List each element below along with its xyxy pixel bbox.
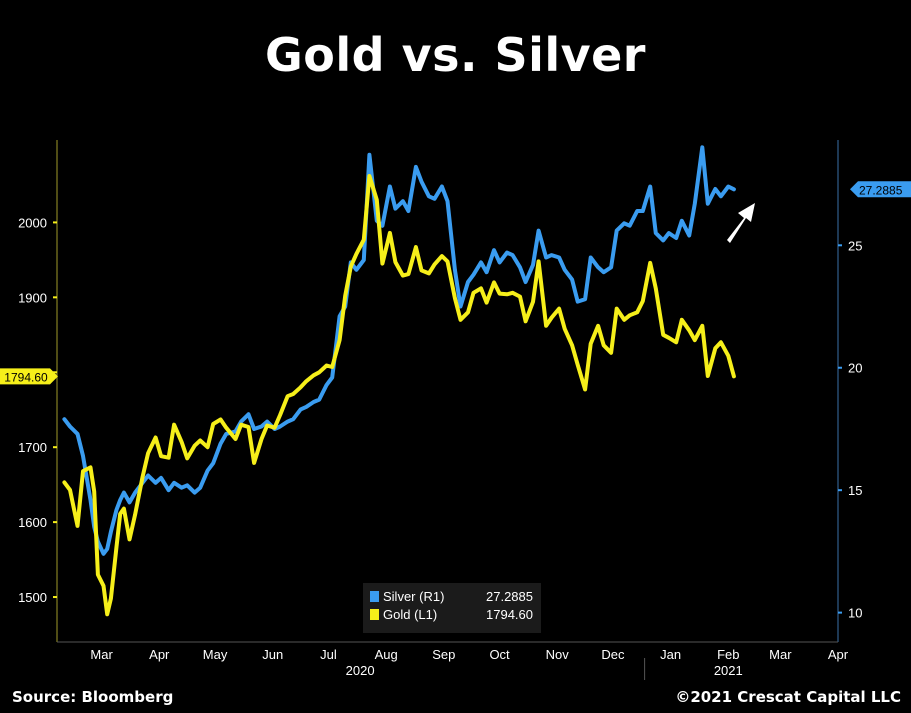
x-axis-month-label: Apr [149, 647, 170, 662]
gold-last-value-tag [0, 368, 58, 385]
x-axis-month-label: Mar [769, 647, 792, 662]
x-axis-month-label: May [203, 647, 228, 662]
x-axis-month-label: Mar [90, 647, 113, 662]
x-axis-month-label: Jun [262, 647, 283, 662]
legend-box [363, 583, 541, 633]
right-axis-tick-label: 20 [848, 361, 862, 376]
legend-series-value: 27.2885 [486, 589, 533, 604]
legend-swatch [370, 591, 379, 602]
silver-series-line [62, 145, 736, 556]
left-axis-tick-label: 1500 [18, 590, 47, 605]
x-axis-month-label: Apr [828, 647, 849, 662]
gold-series-line [62, 174, 736, 617]
left-axis-tick-label: 1600 [18, 515, 47, 530]
x-axis-month-label: Nov [546, 647, 570, 662]
gold-last-value-label: 1794.60 [4, 370, 48, 384]
right-axis-tick-label: 10 [848, 606, 862, 621]
x-axis-year-label: 2020 [346, 663, 375, 678]
legend-series-name: Gold (L1) [383, 607, 437, 622]
x-axis-month-label: Oct [489, 647, 510, 662]
x-axis-month-label: Feb [717, 647, 739, 662]
silver-last-value-tag [850, 181, 911, 198]
x-axis-month-label: Sep [432, 647, 455, 662]
chart-legend: Silver (R1) 27.2885 Gold (L1) 1794.60 [363, 583, 541, 633]
x-axis-year-label: 2021 [714, 663, 743, 678]
legend-series-value: 1794.60 [486, 607, 533, 622]
x-axis-month-label: Jan [660, 647, 681, 662]
left-axis-tick-label: 1900 [18, 290, 47, 305]
legend-series-name: Silver (R1) [383, 589, 444, 604]
chart-annotations: 1794.60 27.2885 [0, 181, 911, 385]
silver-last-value-label: 27.2885 [859, 183, 903, 197]
left-axis-tick-label: 1700 [18, 440, 47, 455]
copyright-note: ©2021 Crescat Capital LLC [675, 688, 901, 706]
up-right-arrow-icon [727, 203, 755, 243]
chart-series [62, 145, 736, 617]
right-axis-tick-label: 25 [848, 238, 862, 253]
x-axis-month-label: Aug [375, 647, 398, 662]
chart-title: Gold vs. Silver [265, 28, 646, 82]
legend-swatch [370, 609, 379, 620]
right-axis-tick-label: 15 [848, 483, 862, 498]
source-note: Source: Bloomberg [12, 688, 174, 706]
x-axis-month-label: Jul [320, 647, 337, 662]
x-axis-month-label: Dec [601, 647, 625, 662]
left-axis-tick-label: 2000 [18, 215, 47, 230]
